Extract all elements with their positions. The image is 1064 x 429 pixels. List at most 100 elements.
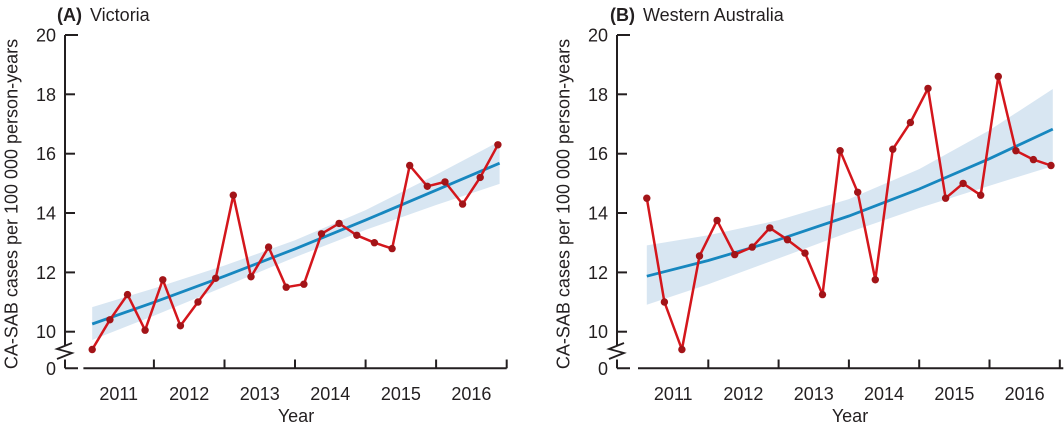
data-point — [783, 236, 792, 244]
panel-victoria: 20 18 16 14 12 10 0 2011 2012 2013 2014 2015 2016 (A… — [1, 5, 508, 426]
x-year-label: 2014 — [864, 384, 904, 404]
x-year-label: 2012 — [169, 384, 209, 404]
y-tick-label: 18 — [36, 85, 56, 105]
data-point — [854, 188, 862, 196]
y-tick-label: 18 — [588, 85, 608, 105]
x-year-label: 2012 — [723, 384, 763, 404]
data-point — [300, 280, 308, 288]
x-year-label: 2015 — [381, 384, 421, 404]
trend-line — [646, 127, 1054, 278]
axis-break-icon — [606, 342, 627, 360]
x-year-label: 2013 — [794, 384, 834, 404]
y-tick-label: 16 — [36, 144, 56, 164]
data-point — [494, 141, 502, 149]
data-point — [731, 250, 739, 259]
y-tick-label: 20 — [36, 26, 56, 46]
panel-a-title-text: Victoria — [90, 5, 150, 25]
observed-line — [645, 75, 1053, 351]
data-point — [906, 118, 915, 127]
plot-victoria: 20 18 16 14 12 10 0 2011 2012 2013 2014 2015 2016 — [36, 26, 508, 405]
data-point — [660, 298, 669, 306]
panel-b-title-text: Western Australia — [643, 5, 784, 25]
data-point — [871, 276, 879, 284]
y-axis-label-b: CA-SAB cases per 100 000 person-years — [553, 38, 574, 370]
x-axis-label-b: Year — [831, 406, 869, 426]
panel-b-title: (B) Western Australia — [610, 5, 784, 26]
data-point — [194, 298, 202, 306]
data-point — [924, 84, 932, 93]
data-point — [748, 243, 756, 251]
axis-break-icon — [54, 342, 75, 360]
x-axis-label-a: Year — [277, 406, 315, 426]
y-axis-caps — [65, 34, 78, 370]
data-point — [264, 243, 273, 251]
x-year-label: 2016 — [451, 384, 491, 404]
data-point — [889, 145, 897, 153]
y-tick-label: 14 — [36, 204, 56, 224]
panel-a-label: (A) — [57, 5, 82, 25]
y-axis-label-a: CA-SAB cases per 100 000 person-years — [1, 38, 22, 370]
data-point — [1012, 147, 1020, 155]
data-point — [977, 191, 985, 199]
data-point — [1047, 161, 1055, 170]
axes — [606, 34, 1064, 370]
axes — [54, 34, 508, 370]
data-point — [441, 178, 449, 186]
data-point — [836, 147, 844, 155]
y-tick-label: 10 — [36, 322, 56, 342]
data-point — [695, 252, 704, 260]
y-tick-label: 12 — [36, 263, 56, 283]
data-point — [643, 194, 651, 202]
data-point — [159, 276, 167, 284]
x-year-label: 2011 — [654, 384, 693, 404]
data-point — [335, 219, 343, 228]
y-tick-label: 12 — [588, 263, 608, 283]
data-point — [1029, 155, 1038, 164]
data-point — [229, 191, 237, 199]
x-year-label: 2015 — [934, 384, 974, 404]
data-point — [801, 249, 809, 257]
data-point — [766, 224, 774, 232]
data-point — [941, 194, 950, 202]
confidence-band — [92, 141, 500, 340]
data-point — [406, 161, 414, 170]
plot-western-australia: 20 18 16 14 12 10 0 2011 2012 2013 2014 2015 2016 — [588, 26, 1064, 405]
data-point — [176, 322, 185, 330]
y-tick-label: 10 — [588, 322, 608, 342]
data-point — [212, 274, 220, 282]
panel-western-australia: 20 18 16 14 12 10 0 2011 2012 2013 2014 2015 2016 (B… — [532, 0, 1064, 429]
y-axis-caps — [617, 34, 630, 370]
data-point — [282, 283, 290, 291]
data-point — [247, 273, 255, 281]
x-year-label: 2013 — [240, 384, 280, 404]
y-tick-label: 14 — [588, 204, 608, 224]
tick-labels: 20 18 16 14 12 10 0 2011 2012 2013 2014 2015 2016 — [36, 26, 491, 405]
tick-labels: 20 18 16 14 12 10 0 2011 2012 2013 2014 2015 2016 — [588, 26, 1045, 405]
data-point — [123, 290, 132, 299]
data-point — [678, 345, 686, 354]
y-tick-label: 20 — [588, 26, 608, 46]
data-point — [994, 72, 1002, 81]
y-tick-label: 0 — [598, 359, 608, 379]
x-year-label: 2016 — [1005, 384, 1045, 404]
data-point — [713, 216, 721, 225]
y-tick-label: 0 — [46, 359, 56, 379]
data-point — [141, 326, 149, 334]
panel-b-label: (B) — [610, 5, 635, 25]
data-point — [88, 345, 96, 354]
data-point — [458, 200, 467, 208]
panel-a-title: (A) Victoria — [57, 5, 150, 26]
data-point — [476, 173, 484, 182]
data-point — [959, 179, 967, 188]
data-point — [388, 244, 396, 253]
data-point — [423, 182, 431, 190]
data-point — [818, 290, 827, 299]
data-point — [353, 231, 361, 239]
confidence-band — [646, 89, 1053, 305]
data-point — [106, 316, 114, 324]
y-tick-label: 16 — [588, 144, 608, 164]
x-year-label: 2014 — [310, 384, 350, 404]
data-point — [370, 239, 379, 247]
x-year-label: 2011 — [99, 384, 138, 404]
